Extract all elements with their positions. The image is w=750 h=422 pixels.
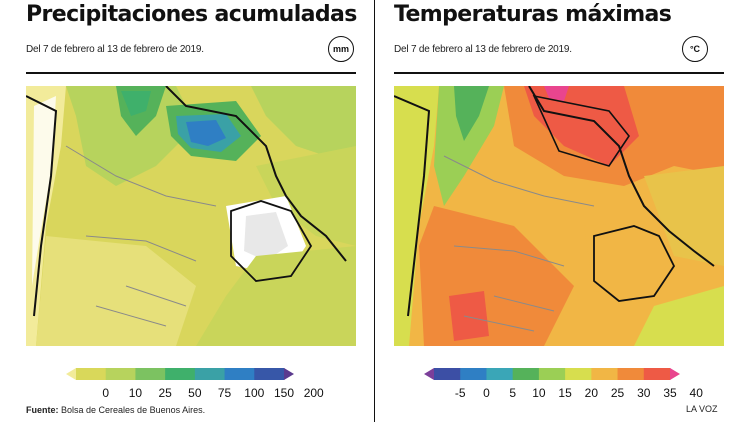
right-scale-label: 25 [610, 386, 625, 400]
left-scale-swatch [135, 368, 166, 380]
left-scale-label: 150 [273, 386, 295, 400]
source-label: Fuente: [26, 405, 59, 415]
right-scale-swatch [424, 368, 434, 380]
left-panel-title: Precipitaciones acumuladas [26, 2, 357, 27]
left-scale-label: 200 [303, 386, 324, 400]
right-scale-label: 5 [509, 386, 516, 400]
right-scale-swatch [486, 368, 514, 380]
right-scale-label: 10 [532, 386, 546, 400]
right-scale-label: 0 [483, 386, 490, 400]
left-scale-swatch [76, 368, 107, 380]
right-scale-label: 35 [663, 386, 677, 400]
left-scale-label: 0 [102, 386, 110, 400]
panel-divider [374, 0, 375, 422]
right-scale-label: 15 [558, 386, 572, 400]
right-scale-swatch [434, 368, 461, 380]
left-header-rule [26, 72, 356, 74]
right-scale-swatch [538, 368, 566, 380]
right-scale-swatch [591, 368, 619, 380]
right-scale-swatch [617, 368, 645, 380]
left-scale-swatch [105, 368, 136, 380]
left-scale-label: 100 [244, 386, 265, 400]
right-scale-label: 20 [584, 386, 599, 400]
left-scale-swatch [224, 368, 255, 380]
right-scale-swatch [565, 368, 592, 380]
temperature-map [394, 86, 724, 346]
left-scale-swatch [254, 368, 285, 380]
right-scale-label: 30 [637, 386, 651, 400]
precipitation-scale-bar [66, 368, 294, 380]
temperature-scale-bar [424, 368, 680, 380]
left-scale-swatch [66, 368, 76, 380]
left-scale-label: 10 [128, 386, 143, 400]
right-scale-label: 40 [689, 386, 703, 400]
right-scale-swatch [512, 368, 540, 380]
left-scale-label: 25 [158, 386, 172, 400]
right-unit-badge: °C [682, 36, 708, 62]
right-scale-swatch [643, 368, 671, 380]
left-scale-label: 50 [188, 386, 202, 400]
right-header-rule [394, 72, 724, 74]
left-date-range: Del 7 de febrero al 13 de febrero de 201… [26, 44, 204, 55]
credit-label: LA VOZ [686, 404, 718, 414]
source-note: Fuente: Bolsa de Cereales de Buenos Aire… [26, 405, 205, 415]
left-scale-swatch [165, 368, 196, 380]
left-scale-label: 75 [217, 386, 232, 400]
right-scale-swatch [670, 368, 680, 380]
left-scale-swatch [284, 368, 294, 380]
right-date-range: Del 7 de febrero al 13 de febrero de 201… [394, 44, 572, 55]
precipitation-map [26, 86, 356, 346]
right-scale-swatch [460, 368, 487, 380]
left-scale-swatch [194, 368, 226, 380]
right-scale-label: -5 [454, 386, 466, 400]
left-unit-badge: mm [328, 36, 354, 62]
right-panel-title: Temperaturas máximas [394, 2, 672, 27]
source-text: Bolsa de Cereales de Buenos Aires. [61, 405, 206, 415]
